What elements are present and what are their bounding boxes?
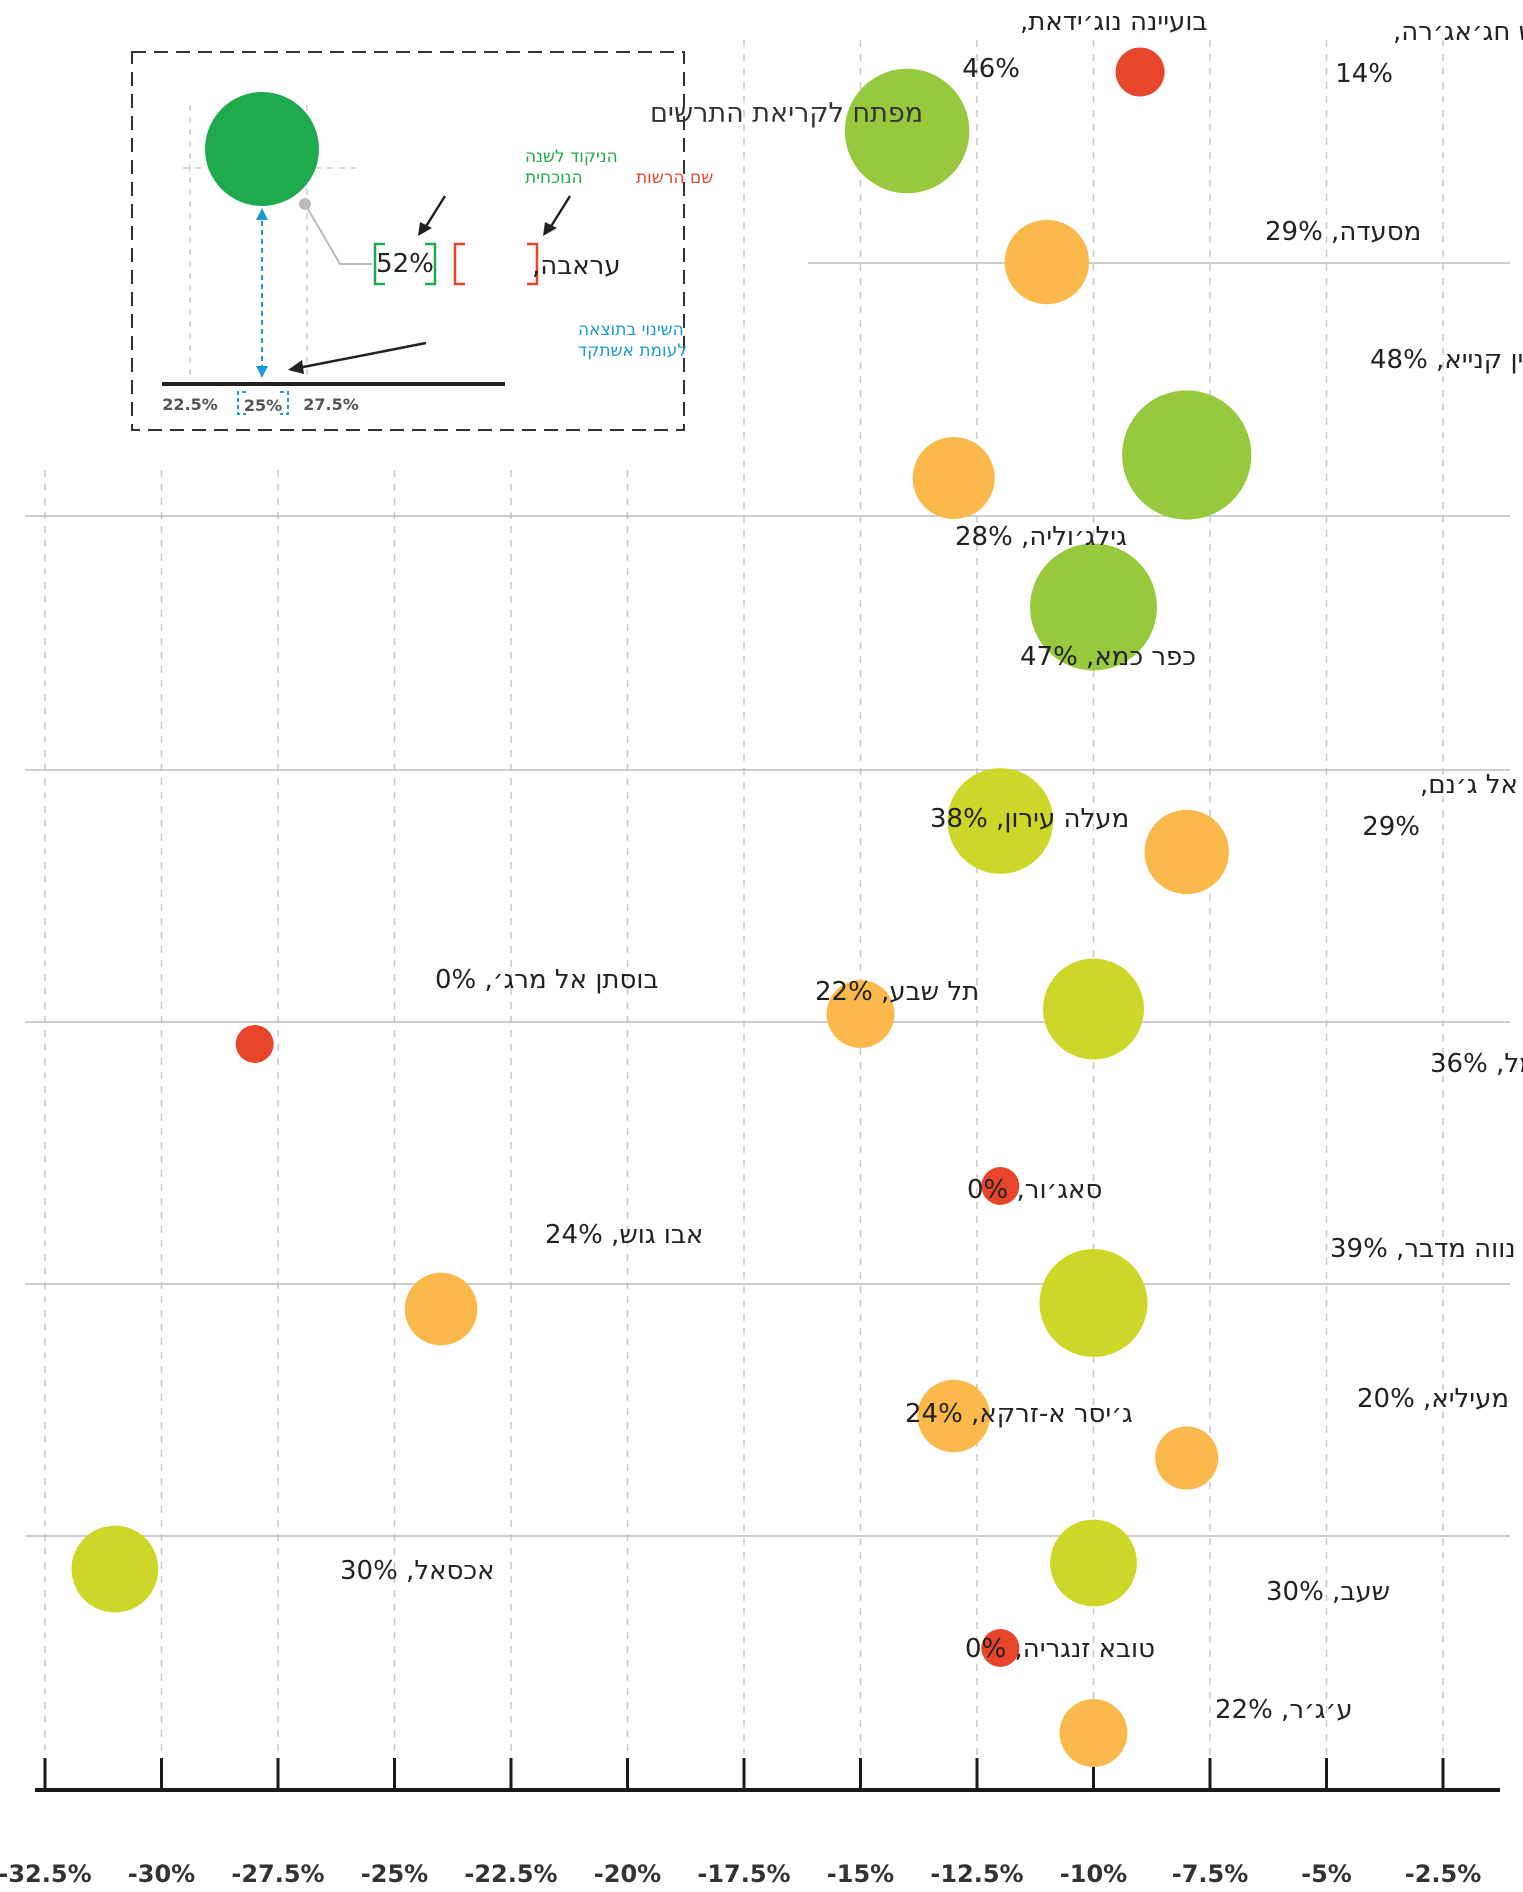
bubble-label: כפר כמא, 47% — [1020, 642, 1196, 672]
bubble-9 — [826, 980, 895, 1048]
bubble-4 — [1122, 390, 1252, 520]
bubble-15 — [917, 1379, 991, 1453]
legend-change-label-2: לעומת אשתקד — [578, 341, 687, 361]
bubble-label: גילג׳וליה, 28% — [955, 522, 1127, 552]
bubble-3 — [1004, 219, 1090, 305]
legend-score-label-2: הנוכחית — [525, 168, 583, 188]
x-tick-label: -15% — [827, 1860, 894, 1888]
bubble-label-pct: 29% — [1362, 812, 1420, 842]
legend-example-name: עראבה, — [532, 251, 621, 281]
legend-frame — [131, 51, 685, 431]
vertical-gridlines — [44, 40, 1444, 1790]
horizontal-separators — [25, 262, 1510, 1537]
bubble-14 — [1039, 1248, 1148, 1358]
legend-change-arrowhead-top — [256, 208, 268, 220]
bubble-13 — [404, 1272, 478, 1346]
bubble-label: סאג׳ור, 0% — [967, 1175, 1102, 1205]
bubble-6 — [1030, 543, 1157, 671]
bubble-label: מעלה עירון, 38% — [930, 804, 1129, 834]
legend-connector-line — [304, 203, 372, 265]
bubble-label: בוסתן אל מרג׳, 0% — [435, 965, 658, 995]
legend-score-label-1: הניקוד לשנה — [525, 147, 618, 167]
legend-tick-2: 25% — [244, 396, 282, 415]
legend-arrow-authority — [548, 195, 572, 229]
legend-box: מפתח לקריאת התרשים הניקוד לשנה הנוכחית ש… — [131, 51, 923, 431]
legend-arrowhead-change — [288, 360, 304, 374]
x-tick-label: -20% — [594, 1860, 661, 1888]
x-tick-label: -12.5% — [930, 1860, 1023, 1888]
bubble-label-name: בועיינה נוג׳ידאת, — [1020, 7, 1207, 37]
bubble-20 — [1059, 1699, 1128, 1767]
x-tick-label: -7.5% — [1172, 1860, 1249, 1888]
legend-tick-bracket — [237, 391, 289, 415]
x-tick-label: -32.5% — [0, 1860, 92, 1888]
bubble-label: אבו גוש, 24% — [545, 1220, 703, 1250]
legend-authority-label: שם הרשות — [636, 168, 713, 188]
bubble-8 — [1144, 809, 1229, 895]
bubble-2 — [844, 68, 970, 194]
x-tick-label: -2.5% — [1405, 1860, 1482, 1888]
bubble-label: דאלית אל כרמל, 36% — [1430, 1049, 1523, 1079]
x-tick-label: -22.5% — [464, 1860, 557, 1888]
bubble-label-pct: 14% — [1335, 59, 1393, 89]
legend-arrowhead-authority — [543, 222, 557, 236]
legend-title: מפתח לקריאת התרשים — [650, 98, 923, 129]
x-tick-label: -25% — [361, 1860, 428, 1888]
bubble-label: ג׳יסר א-זרקא, 24% — [905, 1399, 1133, 1429]
bubble-label: אכסאל, 30% — [340, 1556, 494, 1586]
bubble-19 — [981, 1629, 1020, 1667]
bubble-label-pct: 46% — [962, 54, 1020, 84]
legend-arrow-score — [423, 195, 447, 229]
bubble-7 — [947, 768, 1054, 874]
bubble-11 — [235, 1025, 274, 1063]
bubble-17 — [71, 1525, 159, 1613]
bubble-5 — [912, 436, 995, 520]
bubble-10 — [1043, 958, 1144, 1060]
legend-authority-bracket — [453, 242, 539, 286]
legend-score-bracket — [373, 242, 437, 286]
x-tick-label: -17.5% — [697, 1860, 790, 1888]
bubble-label: מסעדה, 29% — [1265, 217, 1421, 247]
bubble-labels-layer: כעביה טבאש חג׳אג׳רה,14% בועיינה נוג׳ידאת,… — [340, 7, 1523, 1725]
x-axis: -32.5% -30% -27.5% -25% -22.5% -20% -17.5% -15%… — [0, 1758, 1500, 1888]
bubble-label: שעב, 30% — [1266, 1577, 1390, 1607]
bubble-label: עין קנייא, 48% — [1370, 345, 1523, 375]
x-tick-label: -30% — [128, 1860, 195, 1888]
legend-example-bubble — [205, 92, 319, 206]
legend-arrow-change — [297, 341, 427, 370]
bubbles-layer — [71, 47, 1252, 1767]
legend-tick-3: 27.5% — [303, 395, 359, 414]
bubble-label: נווה מדבר, 39% — [1330, 1234, 1516, 1264]
bubble-label: מעיליא, 20% — [1357, 1384, 1509, 1414]
bubble-label: ע׳ג׳ר, 22% — [1215, 1695, 1353, 1725]
legend-example-pct: 52% — [376, 249, 434, 279]
bubble-label-name: שבלי-אום אל ג׳נם, — [1420, 770, 1523, 800]
legend-tick-1: 22.5% — [162, 395, 218, 414]
bubble-18 — [1050, 1519, 1137, 1607]
bubble-label: תל שבע, 22% — [815, 977, 979, 1007]
bubble-12 — [981, 1167, 1020, 1205]
legend-change-arrowhead-bottom — [256, 366, 268, 378]
bubble-label-name: כעביה טבאש חג׳אג׳רה, — [1393, 17, 1523, 47]
bubble-16 — [1155, 1426, 1219, 1490]
legend-arrowhead-score — [418, 222, 432, 236]
x-tick-label: -10% — [1060, 1860, 1127, 1888]
bubble-label: טובא זנגריה, 0% — [965, 1634, 1155, 1664]
x-tick-label: -27.5% — [231, 1860, 324, 1888]
legend-change-label-1: השינוי בתוצאה — [578, 320, 684, 340]
bubble-1 — [1115, 47, 1165, 97]
x-tick-label: -5% — [1301, 1860, 1352, 1888]
